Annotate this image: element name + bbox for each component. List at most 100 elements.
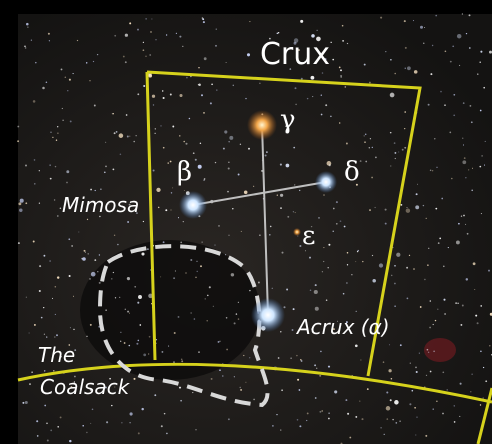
background-star: [82, 257, 86, 261]
background-star: [322, 72, 324, 74]
region-label: Coalsack: [40, 375, 131, 399]
background-star: [440, 91, 442, 93]
background-star: [193, 152, 195, 154]
background-star: [249, 357, 250, 358]
background-star: [181, 359, 183, 361]
background-star: [404, 147, 406, 149]
background-star: [245, 382, 246, 383]
background-star: [198, 351, 200, 353]
background-star: [179, 387, 181, 389]
background-star: [428, 248, 429, 249]
background-star: [321, 114, 323, 116]
background-star: [205, 298, 206, 299]
background-star: [71, 245, 72, 246]
background-star: [202, 18, 204, 20]
star-symbol: ε: [302, 221, 315, 251]
background-star: [146, 18, 147, 19]
background-star: [125, 34, 128, 37]
background-star: [198, 165, 202, 169]
background-star: [345, 399, 347, 401]
background-star: [385, 51, 386, 52]
background-star: [406, 208, 410, 212]
background-star: [219, 341, 220, 342]
star-symbol: β: [177, 157, 192, 187]
background-star: [454, 405, 455, 406]
background-star: [412, 390, 414, 392]
background-star: [69, 440, 71, 442]
background-star: [365, 134, 367, 136]
background-star: [154, 394, 156, 396]
background-star: [344, 226, 346, 228]
background-star: [287, 216, 289, 218]
background-star: [166, 433, 168, 435]
background-star: [125, 309, 126, 310]
background-star: [213, 306, 214, 307]
background-star: [57, 426, 59, 428]
background-star: [399, 420, 401, 422]
background-star: [116, 131, 118, 133]
background-star: [371, 177, 373, 179]
background-star: [198, 67, 199, 68]
background-star: [301, 78, 303, 80]
background-star: [333, 208, 335, 210]
background-star: [115, 297, 116, 298]
background-star: [388, 369, 391, 372]
background-star: [280, 207, 282, 209]
background-star: [234, 376, 235, 377]
background-star: [163, 97, 165, 99]
background-star: [433, 408, 434, 409]
background-star: [39, 290, 41, 292]
background-star: [85, 252, 86, 253]
background-star: [409, 403, 411, 405]
background-star: [307, 412, 309, 414]
background-star: [485, 141, 486, 142]
background-star: [139, 324, 141, 326]
background-star: [137, 29, 139, 31]
background-star: [111, 278, 112, 279]
star: [179, 191, 207, 219]
background-star: [156, 188, 160, 192]
background-star: [375, 156, 377, 158]
background-star: [185, 272, 186, 273]
background-star: [333, 231, 334, 232]
background-star: [65, 76, 67, 78]
background-star: [390, 132, 392, 134]
background-star: [428, 104, 430, 106]
background-star: [137, 302, 139, 304]
background-star: [170, 161, 172, 163]
background-star: [457, 34, 462, 39]
background-star: [312, 96, 313, 97]
background-star: [152, 95, 155, 98]
background-star: [349, 437, 351, 439]
background-star: [425, 435, 427, 437]
star: [247, 110, 277, 140]
background-star: [315, 307, 319, 311]
background-star: [278, 32, 279, 33]
background-star: [293, 147, 295, 149]
background-star: [216, 29, 217, 30]
background-star: [53, 370, 54, 371]
background-star: [185, 143, 187, 145]
background-star: [420, 26, 423, 29]
background-star: [460, 324, 462, 326]
background-star: [203, 21, 205, 23]
background-star: [204, 57, 207, 60]
background-star: [99, 282, 101, 284]
background-star: [406, 267, 408, 269]
background-star: [453, 94, 455, 96]
background-star: [228, 235, 229, 236]
background-star: [196, 261, 197, 262]
background-star: [467, 233, 469, 235]
background-star: [464, 157, 466, 159]
background-star: [119, 297, 120, 298]
background-star: [18, 202, 21, 205]
background-star: [228, 167, 230, 169]
background-star: [339, 122, 340, 123]
background-star: [296, 355, 297, 356]
background-star: [73, 329, 74, 330]
background-star: [394, 265, 396, 267]
background-star: [386, 391, 388, 393]
background-star: [282, 252, 284, 254]
background-star: [179, 36, 181, 38]
background-star: [459, 65, 460, 66]
